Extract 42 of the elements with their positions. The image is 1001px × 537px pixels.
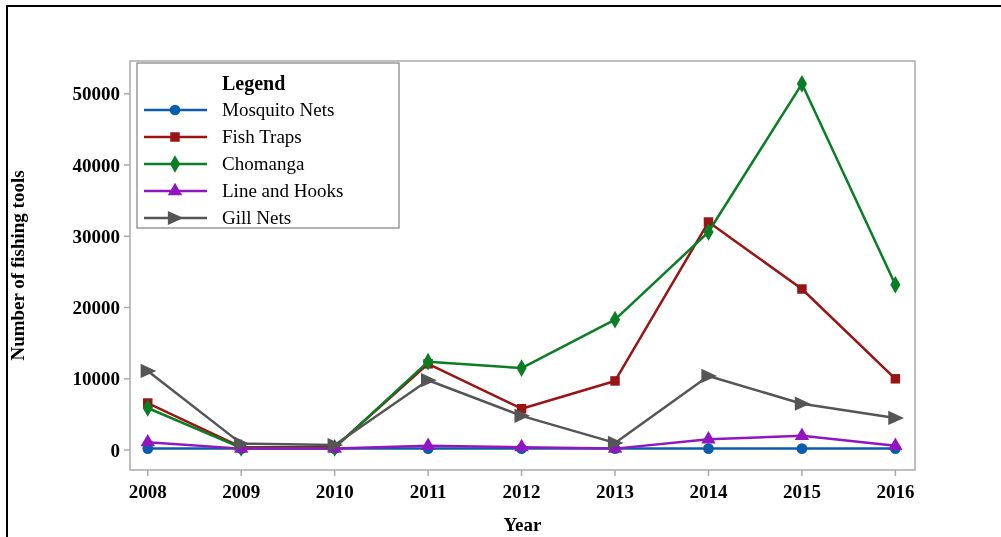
point [514,408,531,423]
point [610,376,620,386]
point [140,363,157,379]
legend-label: Fish Traps [222,126,302,147]
point [701,431,716,444]
point [797,284,807,294]
x-tick-label: 2014 [689,481,728,502]
point [890,374,901,384]
point [140,433,155,447]
point [888,437,903,450]
y-tick-label: 40000 [72,154,120,176]
x-tick-label: 2015 [782,481,821,502]
x-tick-label: 2016 [876,481,915,502]
x-tick-label: 2013 [596,481,635,502]
point [888,410,904,426]
x-tick-label: 2008 [128,481,167,502]
y-tick-label: 10000 [72,368,120,390]
point [514,438,529,452]
point [703,443,714,454]
x-tick-label: 2009 [222,481,261,502]
x-tick-label: 2011 [409,481,447,502]
legend-label: Mosquito Nets [222,99,335,120]
x-tick-label: 2012 [502,481,541,502]
y-tick-label: 30000 [72,225,120,247]
legend-label: Line and Hooks [222,180,344,201]
point [607,435,624,451]
y-tick-label: 20000 [72,297,120,319]
legend-label: Gill Nets [222,207,292,228]
point [420,437,436,450]
y-axis-title: Number of fishing tools [7,170,28,361]
x-axis-title: Year [503,514,543,535]
point [421,373,437,388]
y-tick-label: 0 [110,439,120,461]
y-tick-label: 50000 [72,83,120,105]
x-tick-label: 2010 [315,481,354,502]
point [794,427,810,440]
point [794,396,811,411]
point [796,443,808,454]
point [234,436,250,451]
legend-label: Chomanga [222,153,305,174]
point [701,368,718,384]
legend-title: Legend [222,72,286,95]
